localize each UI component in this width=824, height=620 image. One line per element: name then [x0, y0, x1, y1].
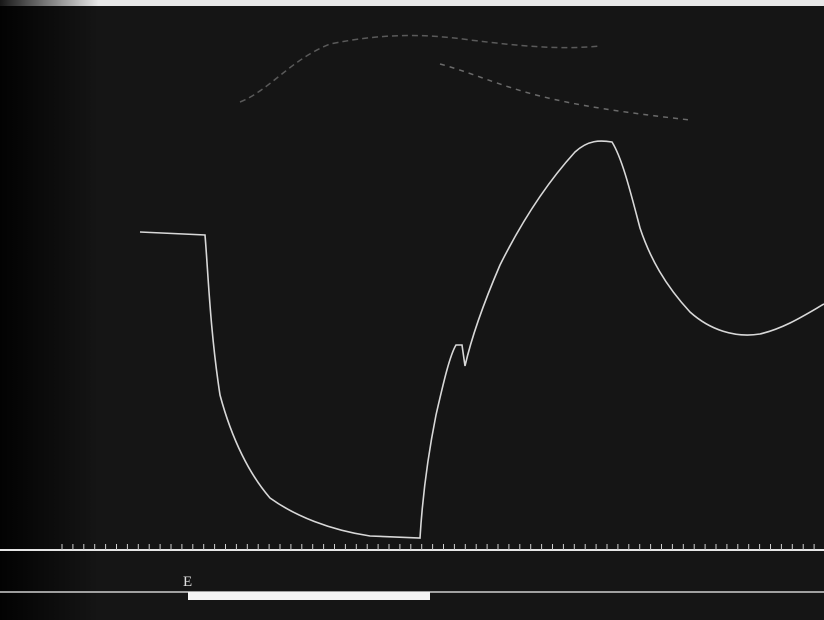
faint-trace	[239, 34, 601, 103]
stimulus-bar	[188, 592, 430, 600]
trace	[139, 140, 824, 539]
time-ticks	[61, 544, 815, 550]
marker-label: E	[183, 574, 192, 590]
faint-trace	[439, 63, 691, 121]
